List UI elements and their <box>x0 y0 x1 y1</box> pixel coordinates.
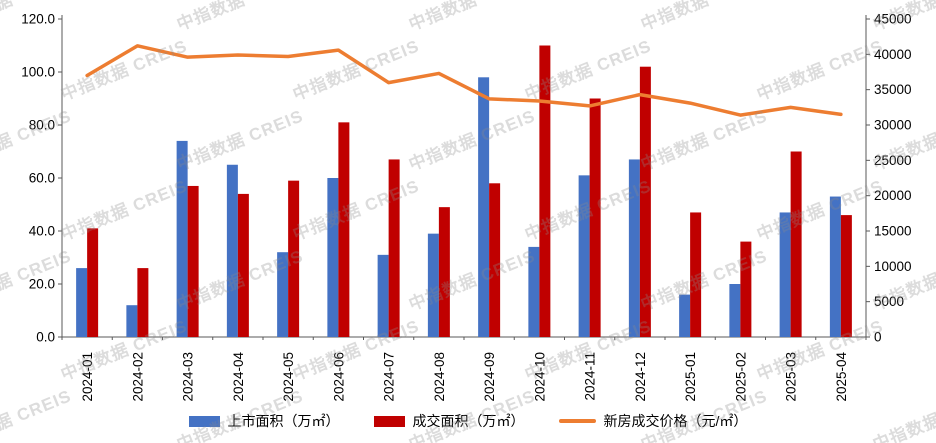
left-axis-tick-label: 60.0 <box>29 171 55 186</box>
bar-transaction-2025-03 <box>790 151 802 337</box>
bar-transaction-2024-07 <box>388 159 400 337</box>
legend-label-listed-area: 上市面积（万㎡） <box>227 413 340 429</box>
bar-listed-2024-08 <box>427 233 439 337</box>
legend-swatch-listed-area <box>188 415 220 427</box>
right-axis-tick-label: 0 <box>874 330 882 345</box>
bar-transaction-2024-04 <box>237 193 249 337</box>
price-line <box>85 44 843 117</box>
x-axis-label: 2024-03 <box>181 352 196 402</box>
bar-listed-2024-02 <box>126 305 138 337</box>
left-axis-tick-label: 80.0 <box>29 118 55 133</box>
bar-transaction-2025-04 <box>840 215 852 337</box>
bar-transaction-2024-01 <box>87 228 99 337</box>
x-axis-label: 2024-05 <box>281 352 296 402</box>
x-axis-label: 2025-03 <box>784 352 799 402</box>
legend-swatch-transaction-area <box>373 415 405 427</box>
bar-transaction-2024-08 <box>438 207 450 337</box>
x-axis-label: 2025-02 <box>733 352 748 402</box>
bar-listed-2024-07 <box>377 254 389 337</box>
bar-listed-2024-04 <box>226 164 238 337</box>
legend-label-transaction-area: 成交面积（万㎡） <box>412 413 525 429</box>
legend: 上市面积（万㎡） 成交面积（万㎡） 新房成交价格（元/㎡） <box>0 405 936 437</box>
x-axis-label: 2024-09 <box>482 352 497 402</box>
legend-item-listed-area: 上市面积（万㎡） <box>188 411 340 431</box>
legend-swatch-price-line <box>558 419 596 423</box>
bar-transaction-2024-11 <box>589 98 601 337</box>
x-axis-label: 2024-02 <box>130 352 145 402</box>
bar-listed-2024-09 <box>478 77 490 338</box>
bar-transaction-2024-06 <box>338 122 350 337</box>
bar-transaction-2024-05 <box>288 180 300 337</box>
bar-transaction-2024-09 <box>489 183 501 337</box>
bar-listed-2024-11 <box>578 175 590 337</box>
bar-listed-2024-10 <box>528 246 540 337</box>
legend-item-price-line: 新房成交价格（元/㎡） <box>558 411 748 431</box>
legend-item-transaction-area: 成交面积（万㎡） <box>373 411 525 431</box>
bar-listed-2024-12 <box>628 159 640 337</box>
left-axis-tick-label: 120.0 <box>21 12 55 27</box>
bar-transaction-2025-02 <box>740 241 752 337</box>
x-axis-label: 2025-04 <box>834 352 849 402</box>
right-axis-tick-label: 15000 <box>874 224 912 239</box>
bar-listed-2024-06 <box>327 178 339 337</box>
x-axis-label: 2024-07 <box>382 352 397 402</box>
left-axis-tick-label: 20.0 <box>29 277 55 292</box>
right-axis-tick-label: 30000 <box>874 118 912 133</box>
x-axis-label: 2025-01 <box>683 352 698 402</box>
legend-label-price-line: 新房成交价格（元/㎡） <box>603 413 748 429</box>
bar-listed-2025-04 <box>829 196 841 337</box>
bar-transaction-2024-12 <box>639 66 651 337</box>
left-axis-tick-label: 40.0 <box>29 224 55 239</box>
bar-listed-2024-05 <box>277 252 289 337</box>
bar-transaction-2024-02 <box>137 268 149 337</box>
bar-listed-2024-03 <box>176 140 188 337</box>
bar-listed-2025-01 <box>679 294 691 337</box>
left-axis-tick-label: 100.0 <box>21 65 55 80</box>
bar-listed-2025-03 <box>779 212 791 337</box>
right-axis-tick-label: 20000 <box>874 188 912 203</box>
x-axis-label: 2024-12 <box>633 352 648 402</box>
bar-transaction-2025-01 <box>690 212 702 337</box>
x-axis-label: 2024-10 <box>532 352 547 402</box>
right-axis-tick-label: 40000 <box>874 47 912 62</box>
x-axis-label: 2024-06 <box>331 352 346 402</box>
x-axis-label: 2024-08 <box>432 352 447 402</box>
x-axis-label: 2024-11 <box>583 352 598 401</box>
right-axis-tick-label: 45000 <box>874 12 912 27</box>
x-axis-label: 2024-01 <box>80 352 95 402</box>
bar-transaction-2024-03 <box>187 185 199 337</box>
right-axis-tick-label: 35000 <box>874 82 912 97</box>
right-axis-tick-label: 5000 <box>874 294 904 309</box>
right-axis-tick-label: 10000 <box>874 259 912 274</box>
left-axis-tick-label: 0.0 <box>36 330 55 345</box>
bar-listed-2025-02 <box>729 284 741 337</box>
x-axis-label: 2024-04 <box>231 352 246 402</box>
right-axis-tick-label: 25000 <box>874 153 912 168</box>
bar-listed-2024-01 <box>76 268 88 337</box>
bar-transaction-2024-10 <box>539 45 551 337</box>
